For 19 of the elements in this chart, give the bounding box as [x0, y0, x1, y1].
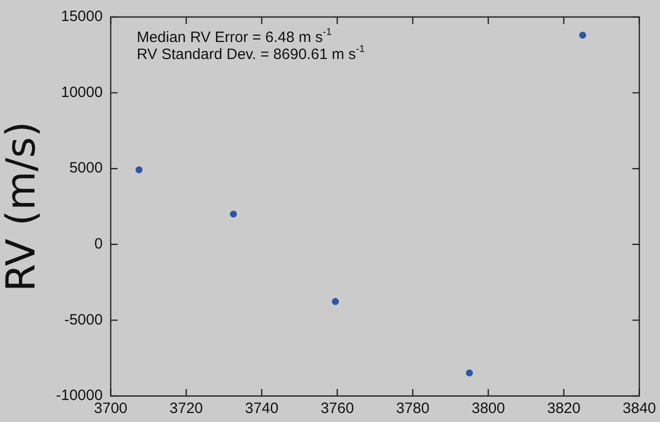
- point: [136, 166, 143, 174]
- y-tick-label: 0: [94, 236, 103, 253]
- x-tick-label: 3780: [396, 400, 430, 418]
- point: [230, 210, 237, 218]
- x-tick-label: 3740: [245, 400, 278, 418]
- x-tick-label: 3840: [622, 400, 656, 418]
- x-tick-label: 3700: [94, 400, 128, 418]
- x-tick-label: 3720: [170, 400, 203, 418]
- y-tick-label: 10000: [60, 84, 103, 101]
- x-tick-label: 3820: [547, 400, 580, 418]
- y-tick-label: -5000: [64, 311, 103, 328]
- point: [579, 32, 586, 39]
- point: [332, 298, 339, 306]
- y-axis-title: RV (m/s): [0, 121, 44, 292]
- x-tick-label: 3760: [320, 400, 354, 418]
- x-tick-label: 3800: [472, 400, 505, 418]
- point: [466, 369, 473, 376]
- y-tick-label: 5000: [69, 160, 103, 177]
- y-tick-label: 15000: [60, 8, 103, 26]
